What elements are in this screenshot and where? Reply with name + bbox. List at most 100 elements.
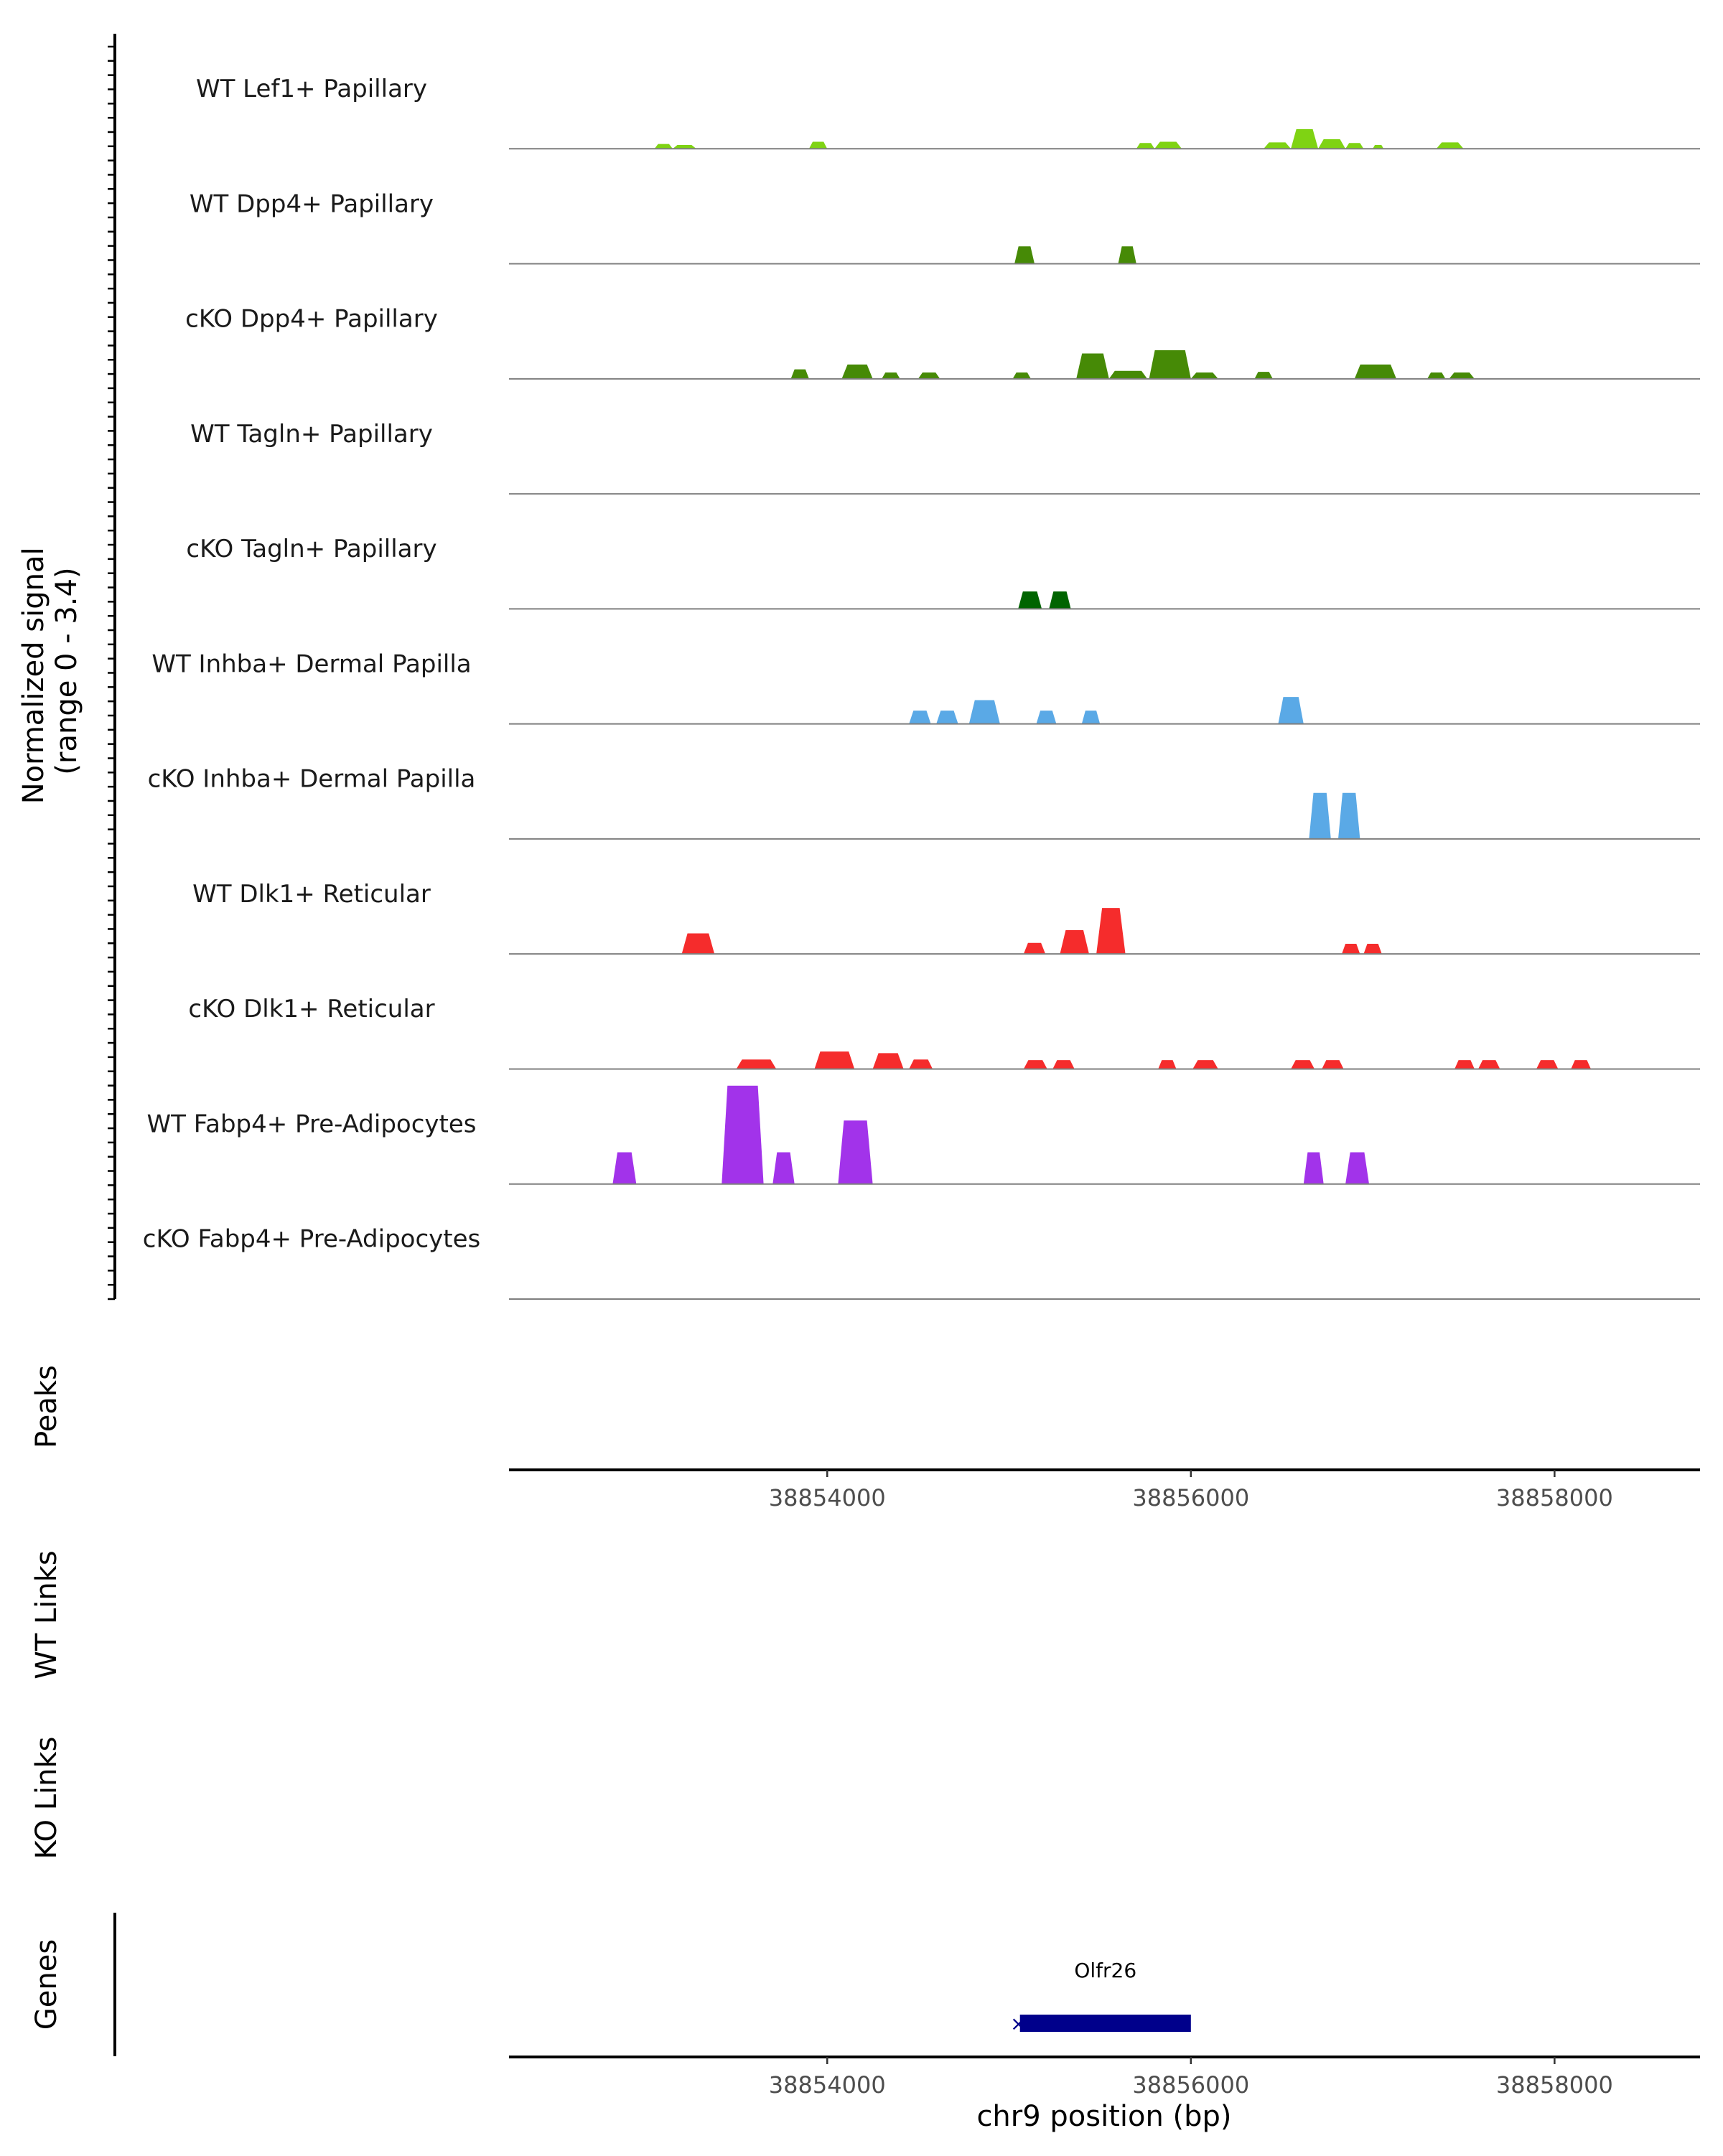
gene-annotations: × Olfr26 bbox=[1010, 1959, 1191, 2035]
coverage-track: WT Tagln+ Papillary bbox=[190, 420, 1700, 495]
coverage-peak bbox=[1345, 1152, 1369, 1184]
coverage-peak bbox=[1049, 591, 1071, 609]
coverage-peak bbox=[1354, 364, 1396, 379]
x-tick-label: 38854000 bbox=[769, 2071, 886, 2099]
coverage-peak bbox=[1309, 792, 1331, 839]
coverage-track: WT Fabp4+ Pre-Adipocytes bbox=[147, 1085, 1700, 1185]
coverage-peak bbox=[1118, 246, 1136, 264]
coverage-peak bbox=[1342, 944, 1360, 955]
coverage-y-axis-title-line2: (range 0 - 3.4) bbox=[50, 567, 83, 774]
coverage-track: cKO Dpp4+ Papillary bbox=[185, 305, 1700, 380]
coverage-peak bbox=[1571, 1060, 1591, 1069]
x-tick-label: 38858000 bbox=[1496, 1484, 1613, 1511]
coverage-peak bbox=[814, 1051, 855, 1069]
x-axis-title: chr9 position (bp) bbox=[976, 2100, 1231, 2133]
coverage-peak bbox=[1081, 711, 1101, 724]
coverage-peak bbox=[1264, 142, 1292, 149]
coverage-peak bbox=[1345, 143, 1364, 149]
coverage-peak bbox=[909, 711, 931, 724]
coverage-peak bbox=[1278, 697, 1304, 724]
coverage-peak bbox=[1154, 141, 1182, 149]
coverage-track: cKO Inhba+ Dermal Papilla bbox=[148, 765, 1700, 840]
x-tick-label: 38856000 bbox=[1132, 1484, 1249, 1511]
coverage-peak bbox=[1158, 1060, 1177, 1069]
coverage-peak bbox=[654, 144, 673, 149]
coverage-peak bbox=[722, 1085, 764, 1184]
coverage-y-ticks bbox=[108, 45, 115, 1300]
coverage-peak bbox=[1454, 1060, 1475, 1069]
coverage-peak bbox=[1363, 944, 1382, 955]
gene-name-label: Olfr26 bbox=[1074, 1959, 1136, 1982]
coverage-peak bbox=[1536, 1060, 1559, 1069]
coverage-peak bbox=[838, 1120, 873, 1184]
coverage-peak bbox=[841, 364, 873, 379]
coverage-peak bbox=[1060, 930, 1089, 955]
track-label: cKO Fabp4+ Pre-Adipocytes bbox=[143, 1225, 481, 1254]
x-tick-label: 38856000 bbox=[1132, 2071, 1249, 2099]
wt-links-panel-label: WT Links bbox=[30, 1550, 63, 1679]
coverage-track: cKO Dlk1+ Reticular bbox=[188, 995, 1700, 1070]
coverage-peak bbox=[790, 369, 809, 379]
coverage-peak bbox=[909, 1059, 933, 1069]
coverage-peak bbox=[673, 145, 696, 149]
coverage-peak bbox=[936, 711, 958, 724]
coverage-peak bbox=[1338, 792, 1360, 839]
coverage-peak bbox=[612, 1152, 637, 1184]
x-tick-label: 38854000 bbox=[769, 1484, 886, 1511]
coverage-peak bbox=[1303, 1152, 1324, 1184]
coverage-peak bbox=[1478, 1060, 1500, 1069]
coverage-peak bbox=[872, 1053, 904, 1069]
coverage-peak bbox=[1254, 372, 1273, 379]
peaks-panel-label: Peaks bbox=[30, 1365, 63, 1448]
track-label: WT Inhba+ Dermal Papilla bbox=[151, 650, 471, 678]
track-label: WT Tagln+ Papillary bbox=[190, 420, 433, 449]
coverage-peak bbox=[1052, 1060, 1075, 1069]
coverage-peak bbox=[1291, 1060, 1315, 1069]
coverage-track: WT Dpp4+ Papillary bbox=[190, 189, 1700, 265]
coverage-peak bbox=[1436, 142, 1464, 149]
coverage-peak bbox=[1318, 139, 1346, 149]
coverage-peak bbox=[681, 933, 715, 955]
coverage-peak bbox=[1012, 372, 1031, 379]
coverage-track: WT Lef1+ Papillary bbox=[196, 75, 1700, 150]
x-axis-ticks: 38854000 38856000 38858000 38854000 38856000… bbox=[769, 1470, 1613, 2099]
coverage-peak bbox=[1036, 711, 1057, 724]
gene-strand-marker: × bbox=[1010, 2012, 1027, 2035]
coverage-track: WT Inhba+ Dermal Papilla bbox=[151, 650, 1700, 725]
coverage-peak bbox=[917, 372, 940, 379]
coverage-y-axis-title: Normalized signal (range 0 - 3.4) bbox=[17, 538, 83, 805]
coverage-peak bbox=[1449, 372, 1475, 379]
coverage-peak bbox=[1373, 145, 1384, 149]
coverage-track: WT Dlk1+ Reticular bbox=[192, 880, 1700, 955]
track-label: cKO Tagln+ Papillary bbox=[186, 535, 436, 563]
track-label: WT Lef1+ Papillary bbox=[196, 75, 427, 103]
coverage-peak bbox=[1076, 353, 1109, 379]
coverage-peak bbox=[1014, 246, 1035, 264]
ko-links-panel-label: KO Links bbox=[30, 1737, 63, 1860]
gene-body bbox=[1019, 2015, 1191, 2032]
coverage-peak bbox=[1322, 1060, 1344, 1069]
coverage-peak bbox=[1190, 372, 1218, 379]
coverage-peak bbox=[1136, 143, 1155, 149]
coverage-peak bbox=[1192, 1060, 1218, 1069]
coverage-peak bbox=[808, 141, 828, 149]
track-label: cKO Inhba+ Dermal Papilla bbox=[148, 765, 476, 794]
coverage-peak bbox=[1023, 942, 1046, 955]
coverage-peak bbox=[1018, 591, 1042, 609]
track-label: cKO Dlk1+ Reticular bbox=[188, 995, 434, 1023]
coverage-peak bbox=[772, 1152, 795, 1184]
coverage-track: cKO Fabp4+ Pre-Adipocytes bbox=[143, 1225, 1700, 1300]
coverage-y-axis-title-line1: Normalized signal bbox=[17, 547, 50, 804]
coverage-peak bbox=[736, 1059, 777, 1069]
coverage-track: cKO Tagln+ Papillary bbox=[186, 535, 1700, 610]
coverage-peak bbox=[1427, 372, 1446, 379]
coverage-peak bbox=[1023, 1060, 1047, 1069]
track-label: cKO Dpp4+ Papillary bbox=[185, 305, 438, 334]
track-label: WT Dpp4+ Papillary bbox=[190, 189, 434, 218]
coverage-peak bbox=[968, 700, 1000, 724]
track-label: WT Fabp4+ Pre-Adipocytes bbox=[147, 1110, 477, 1138]
coverage-peak bbox=[1108, 370, 1147, 379]
coverage-peak bbox=[882, 372, 900, 379]
